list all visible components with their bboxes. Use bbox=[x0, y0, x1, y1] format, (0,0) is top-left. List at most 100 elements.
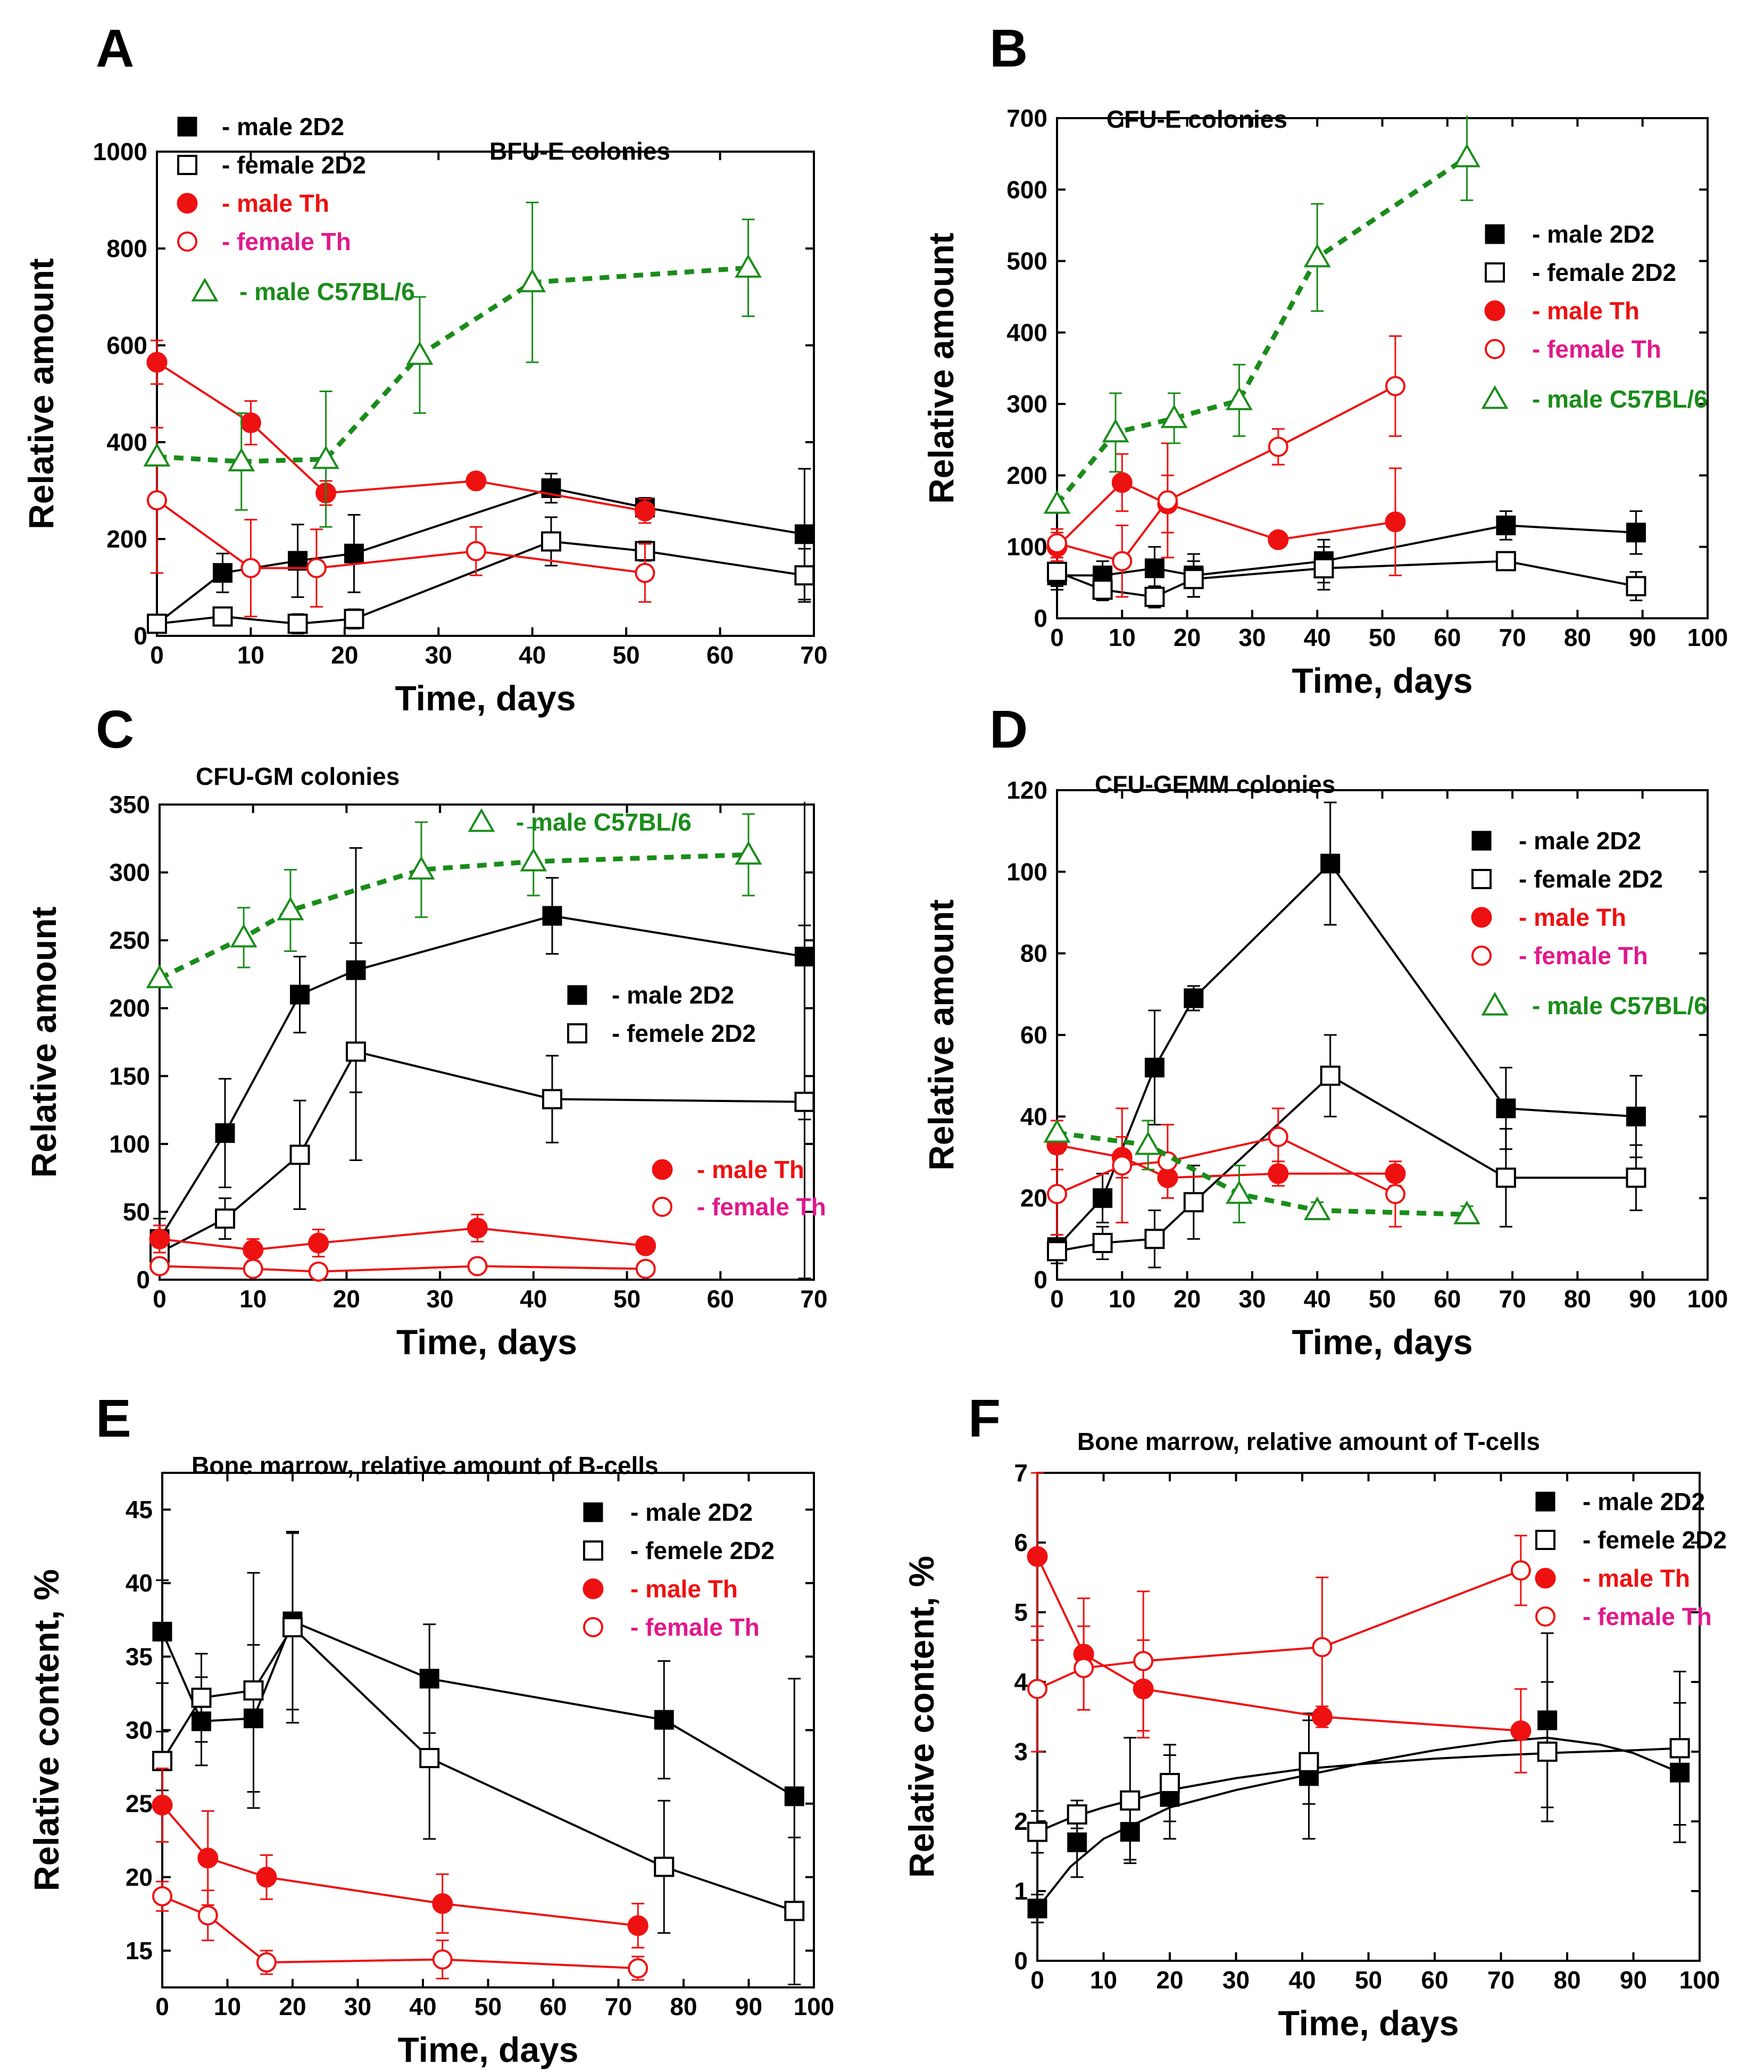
legend-label: - female Th bbox=[222, 228, 351, 255]
data-point bbox=[465, 541, 486, 561]
series-line bbox=[1036, 1736, 1680, 1909]
x-tick-label: 80 bbox=[1553, 1966, 1580, 1994]
data-point bbox=[1496, 1098, 1516, 1118]
series-male-th bbox=[146, 339, 655, 524]
series-female-2d2 bbox=[1047, 1034, 1646, 1269]
legend-marker bbox=[1535, 1606, 1555, 1627]
legend-label: - male Th bbox=[1583, 1564, 1690, 1592]
x-tick-label: 60 bbox=[707, 1285, 734, 1313]
x-tick-label: 60 bbox=[539, 1993, 567, 2020]
x-tick-label: 40 bbox=[520, 1285, 547, 1313]
x-tick-label: 20 bbox=[1174, 1285, 1201, 1313]
legend-marker bbox=[177, 155, 197, 175]
data-point bbox=[1183, 569, 1204, 590]
series-line bbox=[162, 1895, 638, 1970]
x-tick-label: 0 bbox=[153, 1285, 167, 1313]
data-point bbox=[1067, 1804, 1087, 1825]
data-point bbox=[467, 1256, 488, 1277]
y-tick-label: 100 bbox=[1006, 858, 1047, 885]
data-point bbox=[1112, 551, 1133, 571]
legend-entry: - male C57BL/6 bbox=[1481, 991, 1708, 1020]
plot-frame bbox=[156, 151, 815, 637]
x-tick-label: 40 bbox=[409, 1993, 436, 2020]
data-point bbox=[1183, 1192, 1204, 1213]
legend-label: - female 2D2 bbox=[1519, 865, 1663, 893]
series-male-2d2 bbox=[1027, 1632, 1690, 1924]
series-line bbox=[159, 1227, 646, 1251]
data-point bbox=[1184, 988, 1204, 1008]
legend-entry: - female 2D2 bbox=[1471, 865, 1663, 893]
y-tick-label: 400 bbox=[1006, 319, 1047, 346]
data-point bbox=[213, 563, 232, 583]
y-tick-label: 40 bbox=[126, 1569, 153, 1597]
legend-entry: - female Th bbox=[1471, 942, 1648, 969]
x-tick-label: 0 bbox=[1030, 1966, 1044, 1994]
data-point bbox=[1495, 551, 1516, 571]
data-point bbox=[230, 924, 257, 948]
series-female-2d2 bbox=[149, 924, 815, 1279]
x-tick-label: 40 bbox=[1304, 1285, 1331, 1313]
x-axis-label: Time, days bbox=[1292, 661, 1473, 700]
data-point bbox=[1047, 533, 1067, 553]
series-male-th bbox=[152, 1767, 648, 1949]
x-tick-label: 30 bbox=[425, 641, 452, 669]
data-point bbox=[1144, 558, 1164, 578]
data-point bbox=[1320, 853, 1341, 874]
y-tick-label: 0 bbox=[1034, 1266, 1047, 1294]
y-tick-label: 1000 bbox=[93, 138, 147, 165]
data-point bbox=[1303, 1196, 1331, 1221]
data-point bbox=[1074, 1657, 1094, 1678]
panel-letter: B bbox=[989, 19, 1028, 78]
legend-marker bbox=[1471, 869, 1492, 889]
y-tick-label: 1 bbox=[1014, 1877, 1028, 1905]
y-tick-label: 40 bbox=[1020, 1103, 1047, 1130]
legend-marker bbox=[177, 231, 197, 252]
x-tick-label: 20 bbox=[1174, 624, 1201, 651]
x-tick-label: 10 bbox=[237, 641, 264, 669]
data-point bbox=[1626, 576, 1646, 596]
legend-entry: - male 2D2 bbox=[177, 113, 344, 140]
data-point bbox=[1268, 436, 1288, 457]
panel-letter: E bbox=[96, 1389, 131, 1448]
data-point bbox=[1027, 1546, 1048, 1567]
series-line bbox=[161, 1626, 795, 1912]
data-point bbox=[1067, 1832, 1087, 1852]
data-point bbox=[1626, 523, 1646, 543]
legend-entry: - male C57BL/6 bbox=[468, 808, 692, 836]
y-axis-label: Relative content, % bbox=[27, 1569, 66, 1891]
series-line bbox=[156, 265, 748, 464]
x-tick-label: 60 bbox=[1434, 624, 1461, 651]
series-line bbox=[1056, 385, 1396, 562]
data-point bbox=[1385, 376, 1405, 396]
data-point bbox=[735, 254, 762, 278]
data-point bbox=[1299, 1752, 1319, 1772]
data-point bbox=[212, 606, 233, 627]
legend-entry: - female Th bbox=[1485, 335, 1661, 363]
data-point bbox=[519, 268, 546, 293]
data-point bbox=[1027, 1679, 1047, 1700]
data-point bbox=[654, 1856, 675, 1877]
legend-label: - male C57BL/6 bbox=[1532, 992, 1708, 1020]
series-male-c57bl-6 bbox=[143, 202, 762, 528]
series-female-th bbox=[152, 1880, 648, 1981]
chart-panel-c: C 0 10 20 30 40 50 60 70 0 50 100 150 200 250 300 350 Tim… bbox=[24, 700, 828, 1362]
y-axis-label: Relative amount bbox=[921, 233, 961, 504]
data-point bbox=[1453, 1200, 1480, 1224]
data-point bbox=[1626, 1106, 1646, 1126]
data-point bbox=[1268, 529, 1289, 550]
data-point bbox=[1495, 1167, 1516, 1188]
data-point bbox=[289, 1145, 310, 1165]
series-male-th bbox=[1046, 1120, 1406, 1199]
chart-title: CFU-GEMM colonies bbox=[1095, 770, 1335, 798]
y-tick-label: 35 bbox=[126, 1643, 153, 1670]
data-point bbox=[152, 1621, 172, 1642]
data-point bbox=[256, 1952, 277, 1973]
x-tick-label: 80 bbox=[670, 1993, 697, 2020]
data-point bbox=[1047, 561, 1067, 582]
data-point bbox=[308, 1232, 329, 1254]
y-tick-label: 5 bbox=[1014, 1598, 1028, 1626]
data-point bbox=[520, 848, 547, 872]
data-point bbox=[149, 1228, 170, 1249]
data-point bbox=[784, 1786, 804, 1806]
x-axis-label: Time, days bbox=[396, 1322, 577, 1362]
